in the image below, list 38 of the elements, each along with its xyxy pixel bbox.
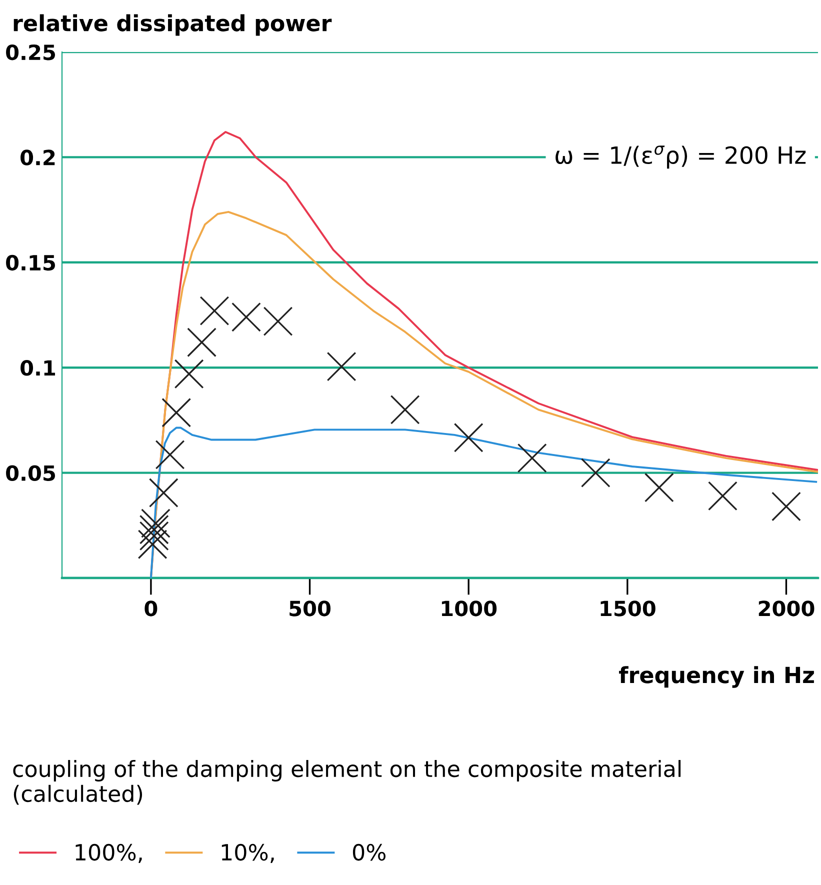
point bbox=[263, 306, 293, 336]
point bbox=[708, 481, 738, 511]
point bbox=[148, 478, 178, 508]
point bbox=[155, 440, 185, 470]
x-tick-label: 500 bbox=[290, 600, 331, 616]
line-series bbox=[150, 426, 818, 578]
point bbox=[200, 296, 230, 326]
point bbox=[772, 492, 801, 522]
y-tick-label: 0.2 bbox=[20, 150, 55, 166]
point bbox=[140, 508, 170, 538]
y-tick-label: 0.15 bbox=[6, 254, 55, 271]
point bbox=[139, 514, 169, 544]
x-axis-title: frequency in Hz bbox=[619, 666, 814, 688]
y-tick-label: 0.25 bbox=[6, 44, 55, 60]
point bbox=[139, 521, 169, 551]
x-tick-label: 2000 bbox=[758, 600, 814, 616]
point bbox=[187, 328, 216, 358]
point bbox=[644, 472, 674, 502]
y-tick-label: 0.1 bbox=[20, 360, 56, 376]
legend-label: 100%, bbox=[76, 844, 142, 863]
point bbox=[232, 302, 261, 332]
point bbox=[174, 359, 204, 389]
point bbox=[138, 530, 168, 560]
point bbox=[390, 394, 420, 424]
point bbox=[162, 398, 192, 428]
point bbox=[454, 422, 484, 452]
text: coupling of the damping element on the composite material (calculated) bbox=[13, 760, 681, 805]
x-tick-label: 0 bbox=[144, 600, 158, 616]
y-axis-title: relative dissipated power bbox=[14, 14, 332, 36]
legend-label: 10%, bbox=[222, 844, 274, 863]
x-tick-label: 1500 bbox=[600, 600, 656, 616]
annotation: ω = 1/(ε$^{σ}$ρ) = 200 Hz bbox=[556, 146, 806, 169]
x-tick-label: 1000 bbox=[442, 600, 497, 616]
y-tick-label: 0.05 bbox=[6, 465, 55, 482]
point bbox=[517, 443, 547, 473]
point bbox=[326, 352, 356, 382]
legend-label: 0% bbox=[352, 844, 386, 861]
point bbox=[580, 458, 610, 488]
